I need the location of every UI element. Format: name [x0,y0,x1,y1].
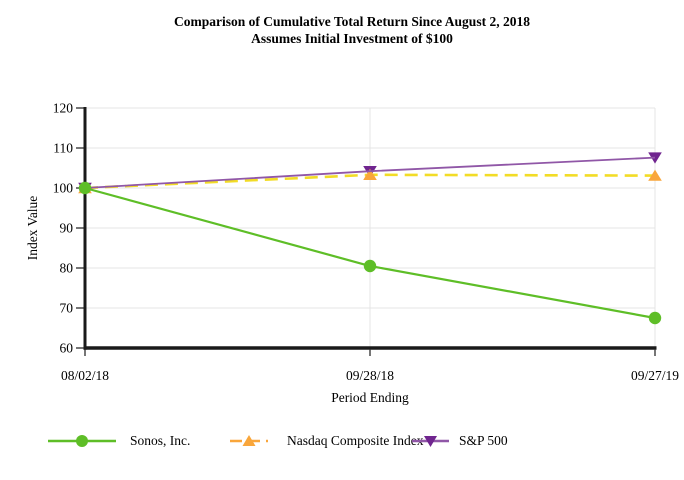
legend-label-sp500: S&P 500 [459,433,508,448]
x-tick-label: 08/02/18 [61,368,109,383]
legend-marker [424,436,437,447]
chart-title-line1: Comparison of Cumulative Total Return Si… [174,14,530,29]
series-marker-0 [363,259,377,273]
series-marker-1 [648,169,662,181]
x-tick-label: 09/28/18 [346,368,394,383]
y-tick-label: 100 [53,181,74,196]
legend-item-nasdaq: Nasdaq Composite Index [230,432,423,450]
y-tick-label: 110 [53,141,73,156]
series-marker-1 [363,168,377,180]
sonos-line-circle-marker-icon [48,435,116,447]
legend-marker [242,435,256,446]
y-tick-label: 90 [60,221,74,236]
legend: Sonos, Inc. Nasdaq Composite Index S&P 5… [0,432,684,450]
legend-item-sonos: Sonos, Inc. [48,432,190,450]
nasdaq-dashed-line-triangle-marker-icon [230,435,268,446]
y-tick-label: 70 [60,301,74,316]
y-tick-label: 120 [53,101,74,116]
legend-item-sp500: S&P 500 [412,432,508,450]
series-marker-0 [648,311,662,325]
legend-label-sonos: Sonos, Inc. [130,433,191,448]
legend-marker [76,435,88,447]
chart-title: Comparison of Cumulative Total Return Si… [20,13,684,47]
y-tick-label: 60 [60,341,74,356]
sp500-line-down-triangle-marker-icon [412,436,449,447]
x-tick-label: 09/27/19 [631,368,679,383]
y-tick-label: 80 [60,261,74,276]
legend-label-nasdaq: Nasdaq Composite Index [287,433,424,448]
series-marker-0 [78,181,92,195]
series-line-2 [84,156,656,189]
chart-title-line2: Assumes Initial Investment of $100 [251,31,453,46]
x-axis-label: Period Ending [331,390,409,405]
